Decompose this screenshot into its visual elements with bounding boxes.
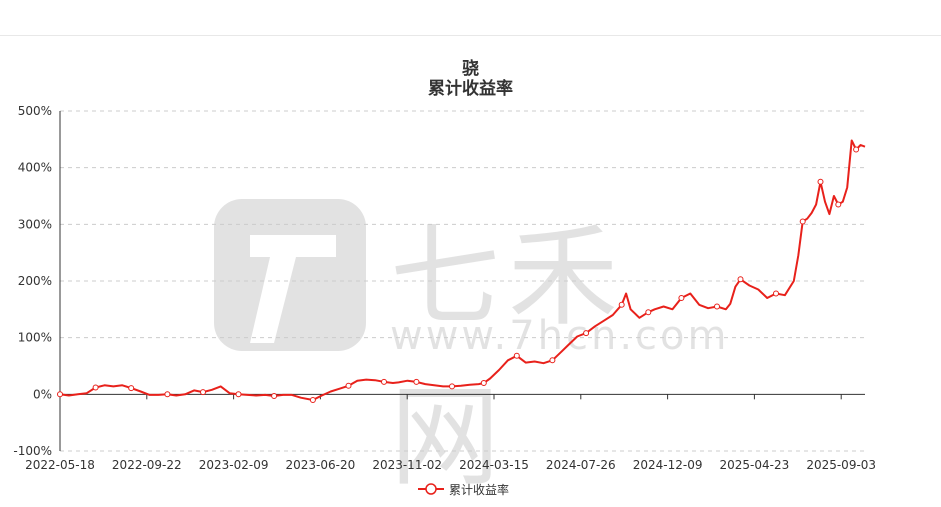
data-point bbox=[513, 352, 520, 359]
data-point bbox=[678, 295, 685, 301]
data-point bbox=[773, 290, 779, 297]
series-layer bbox=[57, 139, 866, 403]
y-tick-label: 100% bbox=[18, 331, 52, 345]
data-point bbox=[413, 378, 420, 385]
y-tick-label: 0% bbox=[33, 387, 52, 401]
data-point bbox=[714, 303, 720, 310]
data-point bbox=[583, 330, 590, 337]
x-tick-label: 2025-09-03 bbox=[806, 458, 876, 472]
x-tick-label: 2025-04-23 bbox=[720, 458, 790, 472]
top-bar bbox=[0, 0, 941, 36]
data-point bbox=[449, 383, 455, 390]
data-point bbox=[309, 397, 316, 403]
x-tick-label: 2022-05-18 bbox=[25, 458, 95, 472]
data-point bbox=[271, 393, 278, 399]
data-point bbox=[645, 309, 652, 316]
y-tick-label: 200% bbox=[18, 274, 52, 288]
data-point bbox=[92, 384, 99, 391]
x-tick-label: 2023-02-09 bbox=[199, 458, 269, 472]
chart-title: 骁 bbox=[462, 59, 479, 79]
data-point bbox=[200, 389, 206, 396]
data-point bbox=[480, 380, 487, 386]
data-point bbox=[799, 218, 806, 225]
y-tick-label: 400% bbox=[18, 161, 52, 175]
data-point bbox=[817, 178, 824, 185]
x-tick-label: 2023-06-20 bbox=[286, 458, 356, 472]
data-point bbox=[835, 201, 842, 208]
axis-layer: -100% 0% 100% 200% 300% 400% 500% 2022-05-18 202… bbox=[13, 104, 876, 472]
data-point bbox=[128, 385, 135, 392]
legend-line-marker-icon bbox=[418, 483, 444, 495]
data-point bbox=[549, 357, 556, 364]
x-tick-label: 2024-12-09 bbox=[633, 458, 703, 472]
data-point bbox=[737, 276, 744, 283]
grid-layer bbox=[60, 110, 865, 452]
data-point bbox=[164, 391, 171, 398]
data-point bbox=[853, 146, 860, 153]
legend[interactable]: 累计收益率 bbox=[418, 481, 509, 497]
data-point bbox=[345, 382, 352, 389]
legend-label: 累计收益率 bbox=[449, 482, 510, 497]
data-point bbox=[618, 301, 625, 308]
x-tick-label: 2024-07-26 bbox=[546, 458, 616, 472]
y-tick-label: 500% bbox=[18, 104, 52, 118]
y-tick-label: -100% bbox=[13, 444, 52, 458]
y-tick-label: 300% bbox=[18, 217, 52, 231]
x-tick-label: 2024-03-15 bbox=[459, 458, 529, 472]
chart-subtitle: 累计收益率 bbox=[428, 79, 513, 99]
series-line bbox=[59, 139, 866, 401]
x-tick-label: 2023-11-02 bbox=[372, 458, 442, 472]
data-point bbox=[235, 391, 242, 398]
data-point bbox=[381, 378, 387, 385]
x-tick-label: 2022-09-22 bbox=[112, 458, 182, 472]
data-point bbox=[57, 391, 63, 398]
